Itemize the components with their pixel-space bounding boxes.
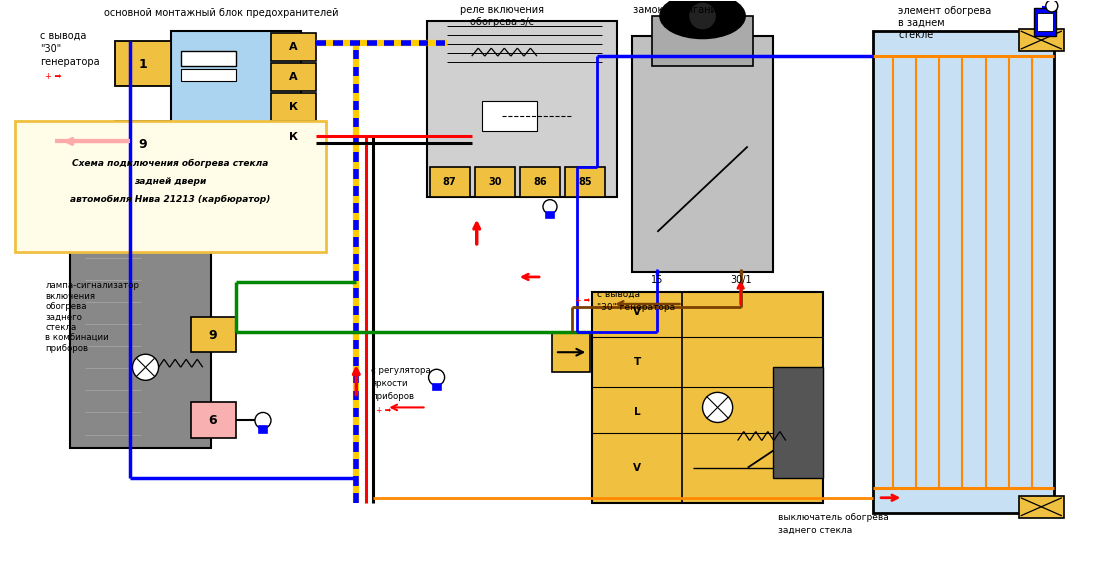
Bar: [475, 166, 514, 197]
Text: лампа-сигнализатор
включения
обогрева
заднего
стекла
в комбинации
приборов: лампа-сигнализатор включения обогрева за…: [45, 281, 139, 353]
Text: 9: 9: [209, 329, 217, 342]
Circle shape: [1045, 0, 1058, 12]
Bar: [1037, 13, 1053, 31]
Bar: [191, 402, 236, 437]
Bar: [426, 21, 617, 197]
Text: заднего стекла: заднего стекла: [778, 526, 852, 536]
Text: NIVA: NIVA: [696, 12, 710, 18]
Text: Схема подключения обогрева стекла: Схема подключения обогрева стекла: [73, 159, 268, 168]
Bar: [652, 16, 753, 66]
Circle shape: [428, 369, 445, 385]
Text: + ➡: + ➡: [376, 406, 392, 415]
Bar: [481, 101, 537, 131]
Text: К: К: [288, 133, 298, 142]
Text: "30" генератора: "30" генератора: [597, 303, 676, 311]
Text: L: L: [634, 408, 640, 418]
Text: "30": "30": [40, 44, 62, 54]
Bar: [15, 121, 326, 252]
Text: обогрева з/с: обогрева з/с: [470, 17, 534, 27]
Text: автомобиля Нива 21213 (карбюратор): автомобиля Нива 21213 (карбюратор): [71, 195, 270, 204]
Bar: [546, 212, 554, 218]
Text: + ➡: + ➡: [575, 296, 591, 304]
Bar: [565, 166, 605, 197]
Bar: [191, 317, 236, 352]
Bar: [552, 332, 591, 372]
Text: V: V: [634, 463, 641, 472]
Bar: [873, 31, 1054, 513]
Text: замок зажигания: замок зажигания: [633, 5, 722, 15]
Text: яркости: яркости: [371, 379, 408, 388]
Text: К: К: [288, 102, 298, 112]
Bar: [1019, 29, 1064, 51]
Circle shape: [132, 354, 159, 380]
Bar: [181, 131, 236, 147]
Text: V: V: [634, 307, 641, 317]
Circle shape: [702, 392, 733, 422]
Text: с вывода: с вывода: [40, 31, 86, 41]
Text: приборов: приборов: [371, 392, 414, 401]
Bar: [270, 93, 316, 121]
Text: 6: 6: [209, 414, 217, 427]
Bar: [270, 63, 316, 91]
Bar: [520, 166, 560, 197]
Circle shape: [255, 412, 270, 429]
Bar: [171, 31, 301, 176]
Bar: [270, 33, 316, 61]
Bar: [1033, 8, 1055, 36]
Bar: [116, 121, 171, 166]
Bar: [592, 292, 822, 503]
Text: реле включения: реле включения: [460, 5, 544, 15]
Text: А: А: [289, 72, 297, 82]
Circle shape: [543, 200, 558, 214]
Text: стекле: стекле: [899, 30, 934, 40]
Bar: [429, 166, 469, 197]
Bar: [71, 227, 211, 447]
Text: 87: 87: [443, 176, 456, 187]
Text: 30/1: 30/1: [730, 275, 752, 285]
Bar: [259, 426, 267, 433]
Text: генератора: генератора: [40, 57, 99, 67]
Bar: [433, 384, 440, 390]
Text: выключатель обогрева: выключатель обогрева: [778, 513, 889, 522]
Bar: [181, 51, 236, 66]
Ellipse shape: [660, 0, 745, 39]
Bar: [181, 69, 236, 81]
Text: с регулятора: с регулятора: [371, 366, 431, 375]
Text: основной монтажный блок предохранителей: основной монтажный блок предохранителей: [104, 8, 338, 18]
Text: с вывода: с вывода: [597, 290, 640, 298]
Text: А: А: [289, 42, 297, 52]
Text: 15: 15: [651, 275, 664, 285]
Text: 1: 1: [138, 58, 147, 71]
Text: 85: 85: [578, 176, 592, 187]
Text: элемент обогрева: элемент обогрева: [899, 6, 991, 16]
Text: 86: 86: [533, 176, 546, 187]
Bar: [116, 41, 171, 86]
Text: 9: 9: [138, 138, 147, 151]
Text: T: T: [634, 357, 641, 367]
Bar: [270, 123, 316, 151]
Circle shape: [689, 2, 716, 30]
Text: задней двери: задней двери: [135, 177, 206, 186]
Bar: [181, 150, 236, 162]
Text: в заднем: в заднем: [899, 18, 945, 28]
Bar: [773, 367, 822, 478]
Text: 30: 30: [488, 176, 501, 187]
Bar: [1019, 496, 1064, 518]
Text: + ➡: + ➡: [45, 72, 62, 81]
Bar: [633, 36, 773, 272]
